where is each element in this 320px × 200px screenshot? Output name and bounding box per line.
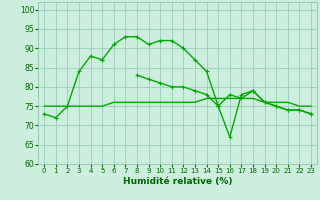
X-axis label: Humidité relative (%): Humidité relative (%) (123, 177, 232, 186)
